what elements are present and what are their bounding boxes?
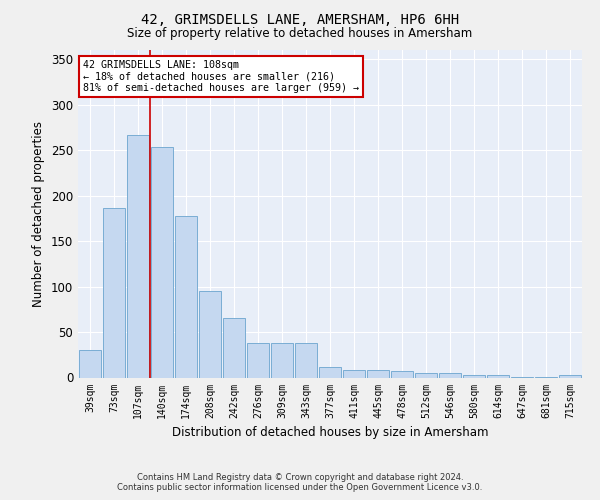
Bar — [199, 291, 221, 378]
Bar — [367, 370, 389, 378]
Bar — [343, 370, 365, 378]
Bar — [295, 343, 317, 378]
Bar — [151, 148, 173, 378]
Bar — [103, 208, 125, 378]
Bar — [127, 134, 149, 378]
Bar — [463, 375, 485, 378]
Bar — [415, 373, 437, 378]
Bar — [487, 375, 509, 378]
Bar — [271, 343, 293, 378]
Bar — [79, 350, 101, 378]
Y-axis label: Number of detached properties: Number of detached properties — [32, 120, 46, 306]
Text: 42, GRIMSDELLS LANE, AMERSHAM, HP6 6HH: 42, GRIMSDELLS LANE, AMERSHAM, HP6 6HH — [141, 12, 459, 26]
Bar — [319, 366, 341, 378]
Text: Contains HM Land Registry data © Crown copyright and database right 2024.
Contai: Contains HM Land Registry data © Crown c… — [118, 473, 482, 492]
Bar — [247, 343, 269, 378]
Text: 42 GRIMSDELLS LANE: 108sqm
← 18% of detached houses are smaller (216)
81% of sem: 42 GRIMSDELLS LANE: 108sqm ← 18% of deta… — [83, 60, 359, 93]
X-axis label: Distribution of detached houses by size in Amersham: Distribution of detached houses by size … — [172, 426, 488, 439]
Bar — [439, 373, 461, 378]
Bar — [511, 376, 533, 378]
Text: Size of property relative to detached houses in Amersham: Size of property relative to detached ho… — [127, 28, 473, 40]
Bar — [559, 375, 581, 378]
Bar — [175, 216, 197, 378]
Bar — [535, 376, 557, 378]
Bar — [223, 318, 245, 378]
Bar — [391, 371, 413, 378]
